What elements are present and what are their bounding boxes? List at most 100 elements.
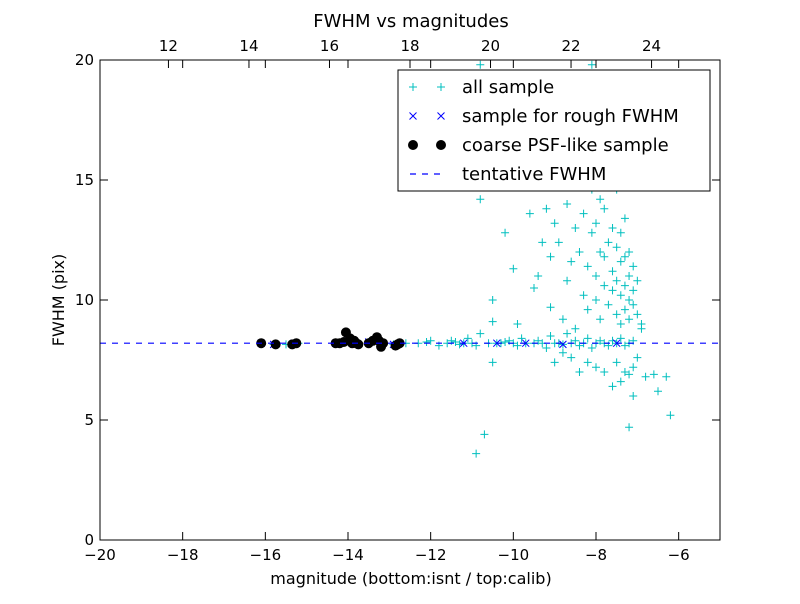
top-x-tick-label: 18	[400, 37, 419, 55]
legend-box	[397, 69, 711, 192]
data-point	[575, 368, 584, 376]
data-point	[654, 387, 662, 396]
data-point	[620, 214, 629, 223]
data-point	[662, 372, 671, 381]
data-point	[559, 340, 567, 349]
data-point	[476, 329, 485, 338]
x-tick-label: −16	[250, 546, 282, 564]
data-point	[563, 276, 572, 285]
data-point	[633, 353, 642, 362]
data-point	[616, 377, 625, 386]
data-point	[616, 291, 625, 300]
data-point	[546, 332, 555, 340]
data-point	[509, 264, 518, 273]
top-x-tick-label: 22	[561, 37, 580, 55]
data-point	[480, 430, 489, 439]
data-point	[608, 267, 617, 276]
x-tick-label: −10	[498, 546, 530, 564]
top-x-tick-label: 14	[239, 37, 258, 55]
data-point	[629, 300, 638, 309]
data-point	[600, 281, 609, 290]
data-point	[596, 195, 605, 204]
data-point	[629, 286, 638, 295]
data-point	[592, 363, 600, 372]
data-point	[600, 204, 609, 213]
data-point	[641, 372, 650, 381]
data-point	[513, 320, 522, 328]
data-point	[616, 334, 625, 343]
data-point	[608, 224, 617, 232]
data-point	[525, 209, 534, 218]
data-point	[501, 338, 510, 346]
data-point	[633, 310, 642, 319]
data-point	[616, 320, 625, 328]
data-point	[612, 358, 621, 367]
legend: all sample sample for rough FWHM coarse PS…	[397, 69, 711, 192]
legend-label: all sample	[462, 77, 554, 98]
data-point	[583, 334, 592, 343]
data-marks	[100, 60, 720, 458]
data-point	[629, 392, 638, 400]
data-point	[596, 315, 605, 324]
data-point	[604, 300, 613, 309]
data-point	[546, 303, 555, 312]
data-point	[625, 315, 634, 324]
data-point	[501, 228, 510, 237]
data-point	[579, 291, 588, 300]
data-point	[666, 411, 675, 420]
data-point	[612, 310, 621, 319]
y-axis-label: FWHM (pix)	[49, 254, 68, 347]
data-point	[625, 370, 634, 379]
top-x-tick-label: 24	[642, 37, 661, 55]
data-point	[550, 358, 559, 367]
data-point	[542, 344, 551, 352]
legend-label: tentative FWHM	[462, 164, 606, 185]
top-x-tick-label: 20	[481, 37, 500, 55]
data-point	[476, 60, 485, 69]
legend-label: sample for rough FWHM	[462, 106, 679, 127]
data-point	[550, 219, 559, 228]
data-point	[558, 315, 567, 324]
legend-swatch	[436, 140, 446, 150]
data-point	[592, 272, 600, 280]
data-point	[625, 272, 634, 280]
data-point	[620, 281, 629, 290]
data-point	[554, 238, 563, 247]
x-tick-label: −20	[84, 546, 116, 564]
data-point	[608, 382, 617, 391]
data-point	[571, 324, 580, 333]
data-point	[270, 339, 281, 350]
data-point	[616, 228, 625, 237]
chart-title: FWHM vs magnitudes	[313, 11, 508, 32]
data-point	[625, 248, 634, 256]
data-point	[592, 219, 600, 228]
data-point	[563, 200, 572, 208]
legend-swatch	[409, 112, 417, 120]
data-point	[472, 449, 481, 458]
data-point	[546, 252, 555, 261]
data-point	[575, 341, 584, 350]
data-point	[616, 257, 625, 266]
x-tick-label: −6	[668, 546, 690, 564]
data-point	[620, 368, 629, 376]
data-point	[488, 296, 497, 304]
y-tick-label: 20	[75, 51, 94, 69]
legend-label: coarse PSF-like sample	[462, 135, 669, 156]
legend-swatch	[408, 140, 418, 150]
legend-swatch	[437, 83, 445, 91]
data-point	[620, 341, 629, 350]
data-point	[612, 243, 621, 252]
data-point	[649, 370, 658, 379]
data-point	[620, 252, 629, 261]
data-point	[625, 423, 634, 432]
data-point	[426, 336, 435, 345]
x-axis-label: magnitude (bottom:isnt / top:calib)	[270, 569, 551, 588]
data-point	[583, 262, 592, 271]
data-point	[534, 272, 543, 280]
data-point	[612, 276, 621, 285]
data-point	[534, 336, 543, 345]
data-point	[542, 204, 551, 213]
data-point	[422, 338, 431, 346]
